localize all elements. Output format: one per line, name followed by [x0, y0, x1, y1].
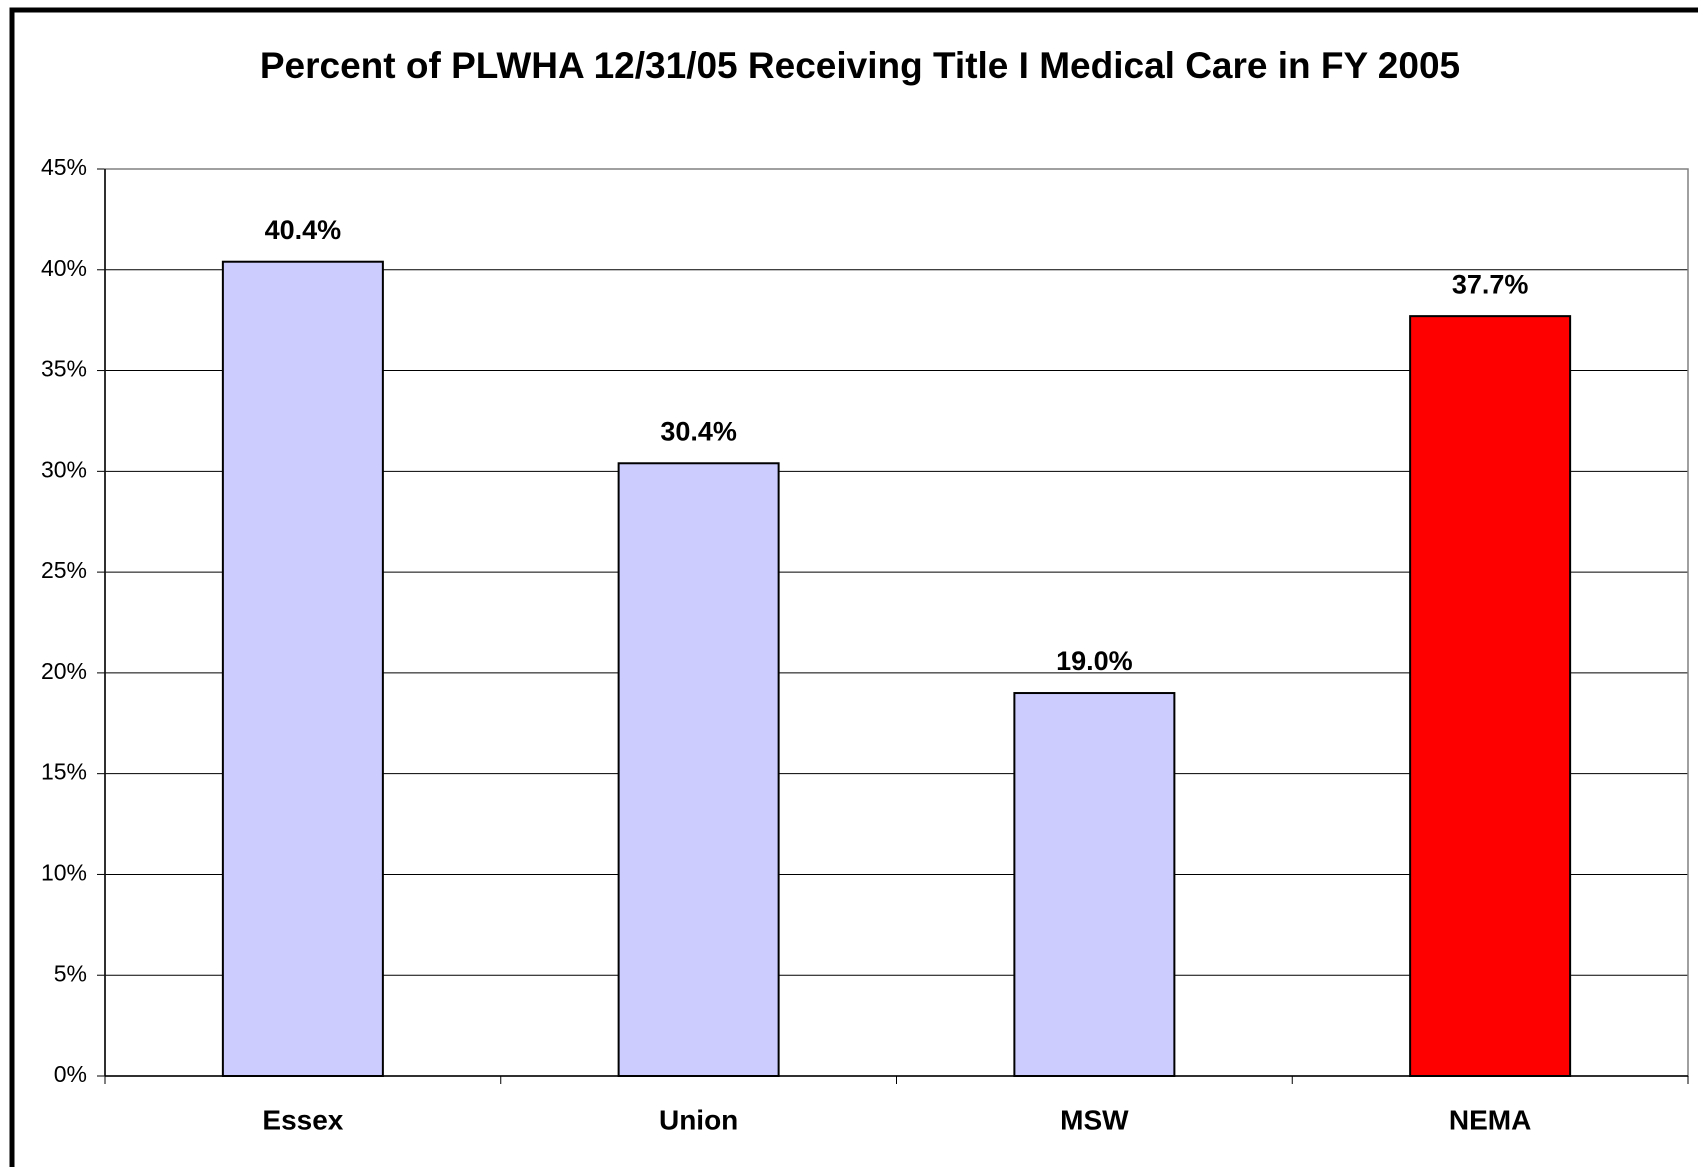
- y-tick-label: 15%: [41, 759, 87, 785]
- bar: [1013, 692, 1176, 1077]
- y-tick-label: 10%: [41, 860, 87, 886]
- x-tick-label: Essex: [262, 1104, 343, 1135]
- y-tick-label: 35%: [41, 356, 87, 382]
- y-tick-label: 20%: [41, 658, 87, 684]
- y-tick-label: 25%: [41, 557, 87, 583]
- bar: [1409, 315, 1572, 1077]
- value-label: 30.4%: [660, 416, 737, 446]
- y-tick-label: 30%: [41, 456, 87, 482]
- bar: [617, 462, 780, 1077]
- value-label: 37.7%: [1452, 269, 1529, 299]
- bar: [221, 260, 384, 1077]
- y-tick-label: 0%: [54, 1061, 87, 1087]
- chart-title: Percent of PLWHA 12/31/05 Receiving Titl…: [260, 45, 1460, 86]
- y-tick-label: 5%: [54, 960, 87, 986]
- value-label: 40.4%: [265, 215, 342, 245]
- y-tick-label: 40%: [41, 255, 87, 281]
- chart-border: [9, 7, 1698, 1167]
- value-label: 19.0%: [1056, 646, 1133, 676]
- x-tick-label: NEMA: [1449, 1104, 1531, 1135]
- x-tick-label: MSW: [1060, 1104, 1129, 1135]
- y-tick-label: 45%: [41, 154, 87, 180]
- x-tick-label: Union: [659, 1104, 738, 1135]
